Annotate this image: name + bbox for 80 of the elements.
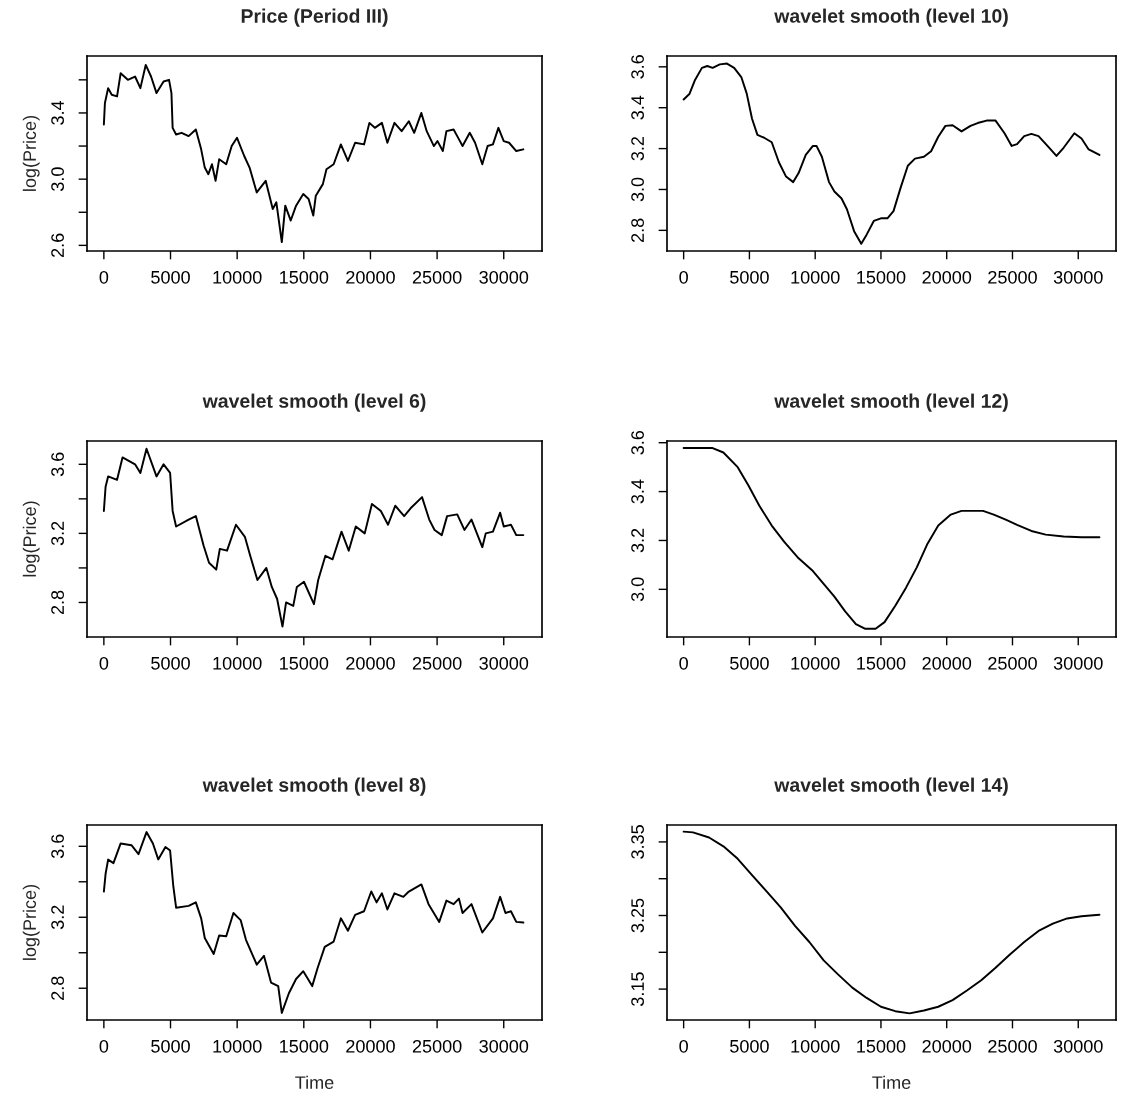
x-tick-label: 10000: [213, 656, 262, 670]
x-tick-label: 10000: [791, 656, 840, 670]
y-tick-label: 2.6: [51, 233, 64, 258]
x-tick-label: 20000: [922, 1039, 972, 1053]
y-tick-label: 3.2: [51, 521, 64, 546]
x-tick-label: 15000: [857, 1039, 906, 1053]
x-tick-label: 25000: [988, 270, 1037, 284]
x-tick-label: 0: [99, 270, 109, 284]
chart-title: wavelet smooth (level 12): [774, 393, 1008, 412]
y-tick-label: 3.2: [631, 136, 644, 161]
x-tick-label: 5000: [730, 1039, 769, 1053]
y-tick-label: 3.2: [51, 905, 64, 930]
chart-title: wavelet smooth (level 6): [202, 393, 426, 412]
x-tick-label: 0: [679, 656, 688, 670]
line-series: [102, 447, 525, 628]
y-tick-label: 3.6: [631, 430, 644, 455]
x-tick-label: 25000: [412, 1039, 462, 1053]
y-tick-label: 3.2: [631, 528, 644, 553]
y-tick-label: 3.6: [631, 55, 644, 79]
x-tick-label: 5000: [730, 656, 769, 670]
y-tick-label: 3.6: [51, 834, 64, 859]
x-tick-label: 20000: [346, 270, 395, 284]
x-tick-label: 5000: [730, 270, 769, 284]
chart-title: Price (Period III): [241, 8, 388, 27]
x-tick-label: 10000: [213, 270, 262, 284]
y-tick-label: 2.8: [631, 218, 644, 242]
y-tick-label: 2.8: [51, 590, 64, 615]
x-tick-label: 25000: [412, 270, 462, 284]
x-tick-label: 25000: [412, 656, 462, 670]
x-tick-label: 15000: [857, 270, 906, 284]
y-axis-title: log(Price): [22, 884, 40, 960]
x-tick-label: 15000: [857, 656, 906, 670]
y-tick-label: 3.35: [631, 825, 644, 859]
line-series: [682, 62, 1101, 245]
line-series: [682, 830, 1101, 1015]
x-tick-label: 30000: [1053, 270, 1103, 284]
x-axis-title: Time: [872, 1075, 911, 1089]
x-tick-label: 20000: [922, 270, 972, 284]
y-tick-label: 3.0: [631, 577, 644, 602]
x-tick-label: 20000: [346, 1039, 395, 1053]
y-tick-label: 3.4: [51, 100, 64, 125]
y-tick-label: 3.0: [631, 177, 644, 202]
chart-title: wavelet smooth (level 8): [202, 777, 426, 796]
line-series: [102, 831, 525, 1014]
x-tick-label: 10000: [213, 1039, 262, 1053]
line-series: [102, 63, 525, 244]
y-tick-label: 3.15: [631, 972, 644, 1006]
x-tick-label: 0: [679, 270, 688, 284]
x-tick-label: 0: [99, 656, 109, 670]
y-tick-label: 3.6: [51, 452, 64, 477]
x-tick-label: 0: [99, 1039, 109, 1053]
y-tick-label: 2.8: [51, 976, 64, 1000]
y-axis-title: log(Price): [22, 115, 40, 191]
x-tick-label: 20000: [922, 656, 972, 670]
x-tick-label: 5000: [151, 270, 190, 284]
x-tick-label: 15000: [280, 656, 329, 670]
x-tick-label: 20000: [346, 656, 395, 670]
chart-title: wavelet smooth (level 10): [774, 8, 1008, 27]
x-axis-title: Time: [295, 1075, 334, 1089]
x-tick-label: 15000: [280, 1039, 329, 1053]
x-tick-label: 25000: [988, 1039, 1037, 1053]
y-tick-label: 3.4: [631, 479, 644, 504]
x-tick-label: 10000: [791, 1039, 840, 1053]
x-tick-label: 30000: [479, 270, 529, 284]
line-series: [682, 447, 1101, 630]
x-tick-label: 30000: [1053, 656, 1103, 670]
x-tick-label: 15000: [280, 270, 329, 284]
y-tick-label: 3.4: [631, 95, 644, 120]
x-tick-label: 25000: [988, 656, 1037, 670]
x-tick-label: 30000: [479, 1039, 529, 1053]
y-axis-title: log(Price): [22, 501, 40, 577]
x-tick-label: 5000: [151, 656, 190, 670]
chart-title: wavelet smooth (level 14): [774, 777, 1008, 796]
y-tick-label: 3.25: [631, 898, 644, 933]
x-tick-label: 10000: [791, 270, 840, 284]
x-tick-label: 5000: [151, 1039, 190, 1053]
x-tick-label: 30000: [1053, 1039, 1103, 1053]
y-tick-label: 3.0: [51, 167, 64, 192]
x-tick-label: 0: [679, 1039, 688, 1053]
x-tick-label: 30000: [479, 656, 529, 670]
